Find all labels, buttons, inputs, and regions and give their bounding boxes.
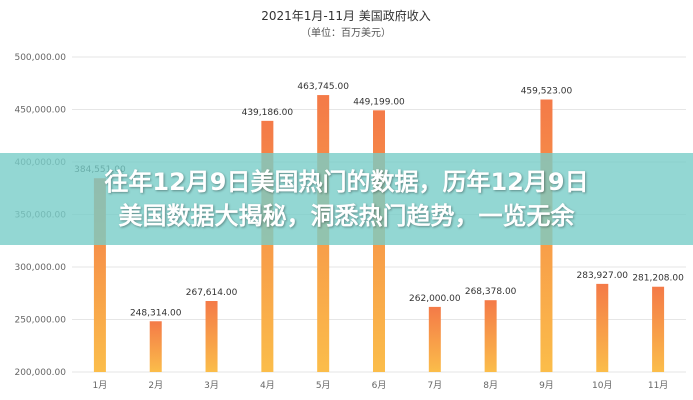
bar-2 xyxy=(149,321,162,372)
y-tick-label: 450,000.00 xyxy=(14,106,66,116)
x-tick-label: 2月 xyxy=(148,380,163,391)
x-tick-label: 6月 xyxy=(372,380,387,391)
bar-7 xyxy=(428,306,441,372)
x-tick-label: 9月 xyxy=(539,380,554,391)
bar-8 xyxy=(484,300,497,372)
chart-title: 2021年1月-11月 美国政府收入 xyxy=(261,8,431,23)
bar-11 xyxy=(652,286,665,372)
data-label: 459,523.00 xyxy=(521,87,573,97)
chart-subtitle: （单位：百万美元） xyxy=(301,26,391,39)
x-tick-label: 7月 xyxy=(427,380,442,391)
data-label: 267,614.00 xyxy=(186,288,238,298)
headline-banner: 往年12月9日美国热门的数据，历年12月9日 美国数据大揭秘，洞悉热门趋势，一览… xyxy=(0,153,693,245)
x-tick-label: 5月 xyxy=(316,380,331,391)
headline-line-1: 往年12月9日美国热门的数据，历年12月9日 xyxy=(104,168,589,196)
headline-line-2: 美国数据大揭秘，洞悉热门趋势，一览无余 xyxy=(118,202,575,230)
y-tick-label: 300,000.00 xyxy=(14,263,66,273)
data-label: 268,378.00 xyxy=(465,287,517,297)
data-label: 283,927.00 xyxy=(577,271,629,281)
bar-10 xyxy=(596,283,609,372)
data-label: 281,208.00 xyxy=(632,274,684,284)
data-label: 248,314.00 xyxy=(130,308,182,318)
y-tick-label: 200,000.00 xyxy=(14,368,66,378)
x-tick-label: 3月 xyxy=(204,380,219,391)
y-tick-label: 500,000.00 xyxy=(14,53,66,63)
y-tick-label: 250,000.00 xyxy=(14,316,66,326)
bar-3 xyxy=(205,301,218,372)
x-tick-label: 10月 xyxy=(592,380,612,391)
data-label: 439,186.00 xyxy=(242,108,294,118)
data-label: 262,000.00 xyxy=(409,294,461,304)
data-label: 463,745.00 xyxy=(297,82,349,92)
x-tick-label: 8月 xyxy=(483,380,498,391)
x-tick-label: 1月 xyxy=(93,380,108,391)
x-tick-label: 11月 xyxy=(648,380,668,391)
x-tick-label: 4月 xyxy=(260,380,275,391)
data-label: 449,199.00 xyxy=(353,97,405,107)
